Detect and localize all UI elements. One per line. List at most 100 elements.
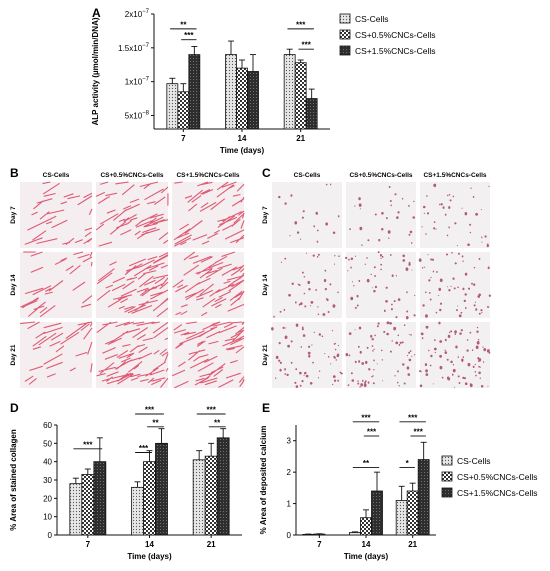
y-tick-label: 60 [43,421,52,430]
legend-label-1: CS+0.5%CNCs-Cells [355,30,436,40]
legend-label-2: CS+1.5%CNCs-Cells [457,488,538,498]
significance-label: *** [145,406,155,415]
b-row-label: Day 21 [10,344,17,365]
y-tick-label: 5x10−8 [125,110,150,120]
bar-2-1 [247,71,259,130]
y-tick-label: 20 [43,494,52,503]
bar-2-0 [188,54,201,130]
c-micrograph-cell [346,182,416,248]
stained-fibers [20,251,93,318]
b-micrograph-cell [172,251,245,318]
stained-deposits [271,323,343,388]
c-row-label: Day 21 [262,344,269,365]
stained-deposits [345,251,416,320]
bar-2-2 [305,98,318,130]
c-micrograph-cell [420,182,490,248]
significance-label: ** [152,418,159,427]
stained-fibers [95,181,169,247]
b-row-label: Day 14 [10,274,17,295]
c-micrograph-cell [419,321,491,388]
micrograph-background [272,322,342,388]
b-micrograph-cell [96,252,169,318]
b-micrograph-cell [172,181,245,248]
bar-0-0 [69,483,83,536]
panel-letter-e: E [262,401,270,415]
bar-0-0 [166,83,179,130]
y-axis-title: % Area of deposited calcium [259,426,268,535]
legend-swatch-2 [339,45,351,56]
bar-1-2 [294,62,307,130]
x-tick-label: 7 [86,540,91,549]
panel-letter-a: A [92,6,101,20]
bar-1-0 [81,474,95,536]
legend-swatch-2 [441,487,453,498]
micrograph-background [420,252,490,318]
significance-label: *** [413,428,423,437]
panel-letter-c: C [262,166,271,180]
stained-fibers [96,321,169,388]
b-column-label: CS+1.5%CNCs-Cells [176,172,239,179]
stained-deposits [345,321,416,388]
stained-fibers [20,321,93,385]
micrograph-background [346,322,416,388]
stained-fibers [173,181,245,247]
bar-1-1 [143,461,156,536]
x-tick-label: 21 [207,540,216,549]
b-micrograph-cell [171,321,245,389]
c-micrograph-cell [272,182,342,248]
bar-0-1 [225,54,237,130]
legend-label-1: CS+0.5%CNCs-Cells [457,472,538,482]
x-tick-label: 14 [145,540,154,549]
c-micrograph-cell [418,252,491,318]
y-tick-label: 1.5x10−7 [118,43,150,53]
significance-label: ** [180,20,187,29]
stained-deposits [421,183,490,248]
y-tick-label: 50 [43,439,52,448]
panel-letter-b: B [10,166,19,180]
panel-letter-d: D [10,401,19,415]
significance-label: *** [361,413,371,422]
legend-label-0: CS-Cells [355,14,389,24]
significance-label: *** [408,413,418,422]
stained-deposits [419,321,491,388]
micrograph-background [172,182,244,248]
y-axis-title: % Area of stained collagen [9,429,18,531]
y-tick-exponent: −7 [142,9,150,15]
b-column-label: CS+0.5%CNCs-Cells [100,172,163,179]
y-tick-exponent: −7 [142,77,150,83]
bar-0-2 [192,459,206,536]
stained-fibers [96,252,169,318]
bar-1-1 [360,517,372,536]
b-column-label: CS-Cells [43,172,70,179]
y-tick-base: 1x10 [125,78,143,87]
micrograph-background [272,182,342,248]
bar-0-2 [283,54,296,130]
c-column-label: CS+0.5%CNCs-Cells [349,172,412,179]
c-column-label: CS+1.5%CNCs-Cells [423,172,486,179]
x-axis-title: Time (days) [127,552,172,561]
significance-label: *** [301,41,311,50]
significance-label: ** [214,418,221,427]
b-micrograph-cell [96,321,169,388]
stained-fibers [172,251,245,317]
x-tick-label: 21 [296,134,305,143]
c-micrograph-cell [345,321,416,388]
b-micrograph-cell [20,251,93,318]
y-axis-title: ALP activity (µmol/min/DNA) [91,17,100,125]
bar-1-2 [204,455,218,536]
x-tick-label: 14 [362,540,371,549]
legend-label-0: CS-Cells [457,456,491,466]
y-tick-base: 2x10 [125,10,143,19]
x-tick-label: 21 [408,540,417,549]
bar-2-2 [216,437,230,536]
micrograph-background [96,182,168,248]
legend-swatch-0 [339,13,351,24]
bar-2-1 [371,490,383,536]
b-row-label: Day 7 [10,206,17,224]
bar-2-2 [417,459,430,536]
y-tick-label: 40 [43,458,52,467]
